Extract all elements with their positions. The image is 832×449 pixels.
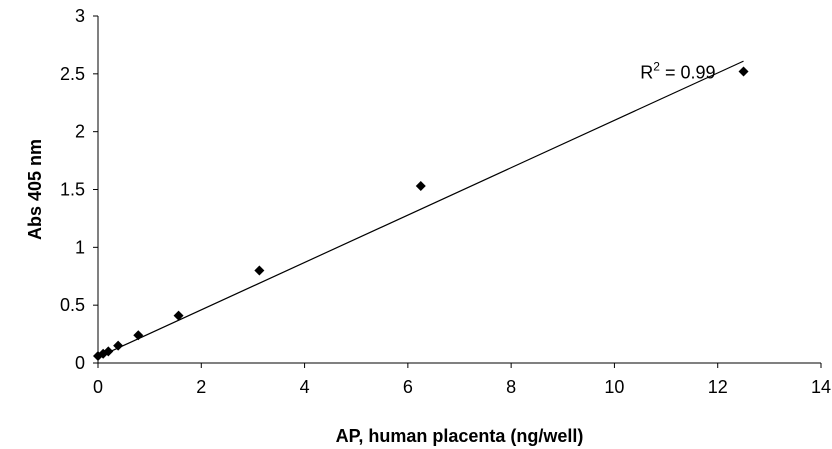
y-axis-ticks: 0 0.5 1 1.5 2 2.5 3	[60, 6, 98, 373]
y-tick-label: 3	[75, 6, 85, 26]
x-tick-label: 4	[300, 377, 310, 397]
data-points	[93, 66, 749, 362]
x-tick-label: 10	[604, 377, 624, 397]
data-point	[113, 340, 124, 351]
x-tick-label: 2	[196, 377, 206, 397]
y-tick-label: 2.5	[60, 64, 85, 84]
x-axis-ticks: 0 2 4 6 8 10 12 14	[93, 363, 831, 397]
r-squared-prefix: R	[640, 62, 653, 82]
r-squared-annotation: R2 = 0.99	[640, 59, 715, 82]
r-squared-superscript: 2	[653, 59, 660, 73]
x-tick-label: 0	[93, 377, 103, 397]
y-tick-label: 0	[75, 353, 85, 373]
x-tick-label: 8	[506, 377, 516, 397]
y-tick-label: 2	[75, 122, 85, 142]
x-tick-label: 6	[403, 377, 413, 397]
r-squared-value: = 0.99	[660, 62, 716, 82]
plot-area: 00.511.522.53 0 2 4 6 8 10 12 14 R2 = 0.99	[60, 6, 831, 397]
y-tick-label: 1.5	[60, 180, 85, 200]
x-axis-title: AP, human placenta (ng/well)	[336, 426, 584, 446]
data-point	[103, 346, 114, 357]
y-axis-title: Abs 405 nm	[25, 139, 45, 240]
x-tick-label: 14	[811, 377, 831, 397]
x-tick-label: 12	[708, 377, 728, 397]
data-point	[738, 66, 749, 77]
data-point	[254, 265, 265, 276]
y-tick-label: 1	[75, 237, 85, 257]
y-tick-label: 0.5	[60, 295, 85, 315]
data-point	[173, 310, 184, 321]
data-point	[415, 181, 426, 192]
data-point	[133, 330, 144, 341]
trendline	[97, 60, 744, 358]
